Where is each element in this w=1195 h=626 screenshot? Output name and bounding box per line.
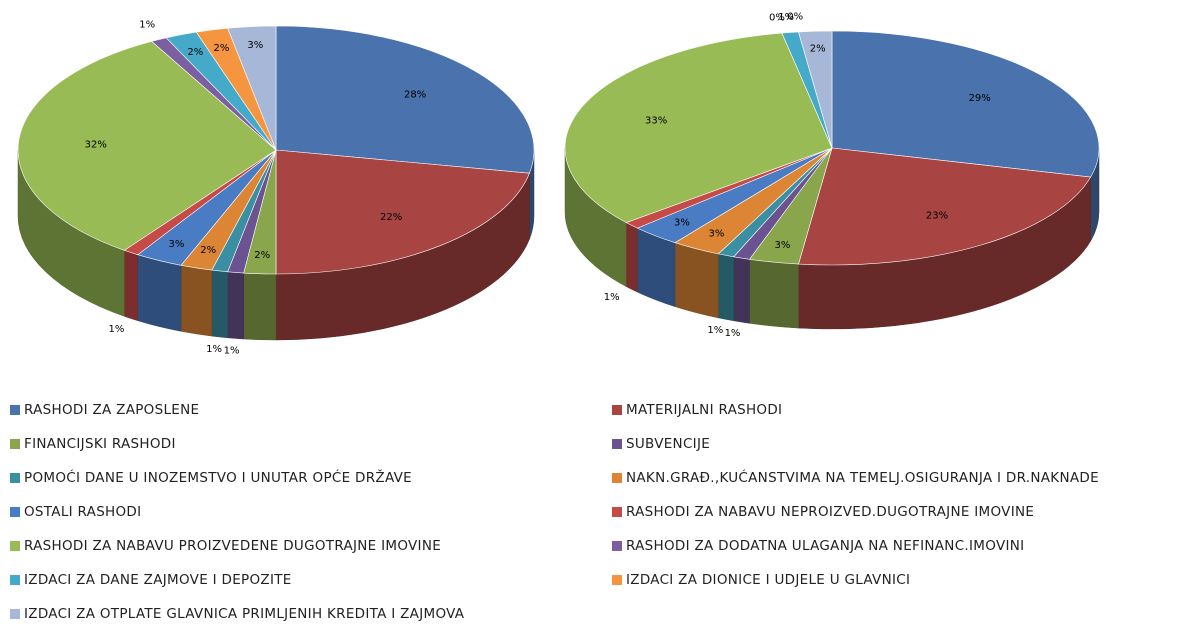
- legend-swatch: [10, 439, 20, 449]
- data-label: 1%: [224, 346, 240, 357]
- slice: [17, 41, 277, 251]
- legend-label: RASHODI ZA NABAVU NEPROIZVED.DUGOTRAJNE …: [626, 504, 1034, 520]
- legend-swatch: [612, 439, 622, 449]
- legend-swatch: [612, 405, 622, 415]
- data-label: 1%: [604, 292, 620, 303]
- slice-side: [749, 258, 799, 329]
- data-label: 0%: [787, 11, 803, 22]
- legend-label: NAKN.GRAĐ.,KUĆANSTVIMA NA TEMELJ.OSIGURA…: [626, 468, 1099, 486]
- legend-swatch: [612, 541, 622, 551]
- slice: [564, 32, 833, 223]
- slice: [831, 30, 1100, 178]
- data-label: 1%: [707, 325, 723, 336]
- data-label: 3%: [674, 218, 690, 229]
- data-label: 1%: [139, 19, 155, 30]
- slice-side: [211, 269, 228, 339]
- legend-swatch: [612, 575, 622, 585]
- data-label: 22%: [380, 212, 402, 223]
- data-label: 2%: [810, 44, 826, 55]
- legend-swatch: [612, 507, 622, 517]
- slice-side: [674, 242, 719, 319]
- legend-swatch: [10, 575, 20, 585]
- data-label: 2%: [200, 245, 216, 256]
- data-label: 33%: [645, 115, 667, 126]
- data-label: 2%: [187, 47, 203, 58]
- legend-label: RASHODI ZA NABAVU PROIZVEDENE DUGOTRAJNE…: [24, 538, 441, 554]
- legend-swatch: [10, 541, 20, 551]
- slice-side: [180, 264, 213, 337]
- data-label: 1%: [778, 12, 794, 23]
- slice-side: [227, 271, 244, 340]
- slice-side: [243, 272, 277, 341]
- legend-swatch: [10, 507, 20, 517]
- data-label: 2%: [214, 43, 230, 54]
- slice-side: [137, 254, 182, 332]
- legend-swatch: [10, 405, 20, 415]
- legend-label: OSTALI RASHODI: [24, 504, 141, 520]
- legend-label: IZDACI ZA DANE ZAJMOVE I DEPOZITE: [24, 572, 292, 588]
- data-label: 3%: [247, 40, 263, 51]
- legend-swatch: [10, 473, 20, 483]
- legend-label: IZDACI ZA DIONICE I UDJELE U GLAVNICI: [626, 572, 910, 588]
- slice: [275, 25, 535, 174]
- data-label: 23%: [926, 211, 948, 222]
- data-label: 3%: [709, 229, 725, 240]
- data-label: 28%: [404, 90, 426, 101]
- data-label: 1%: [725, 328, 741, 339]
- legend-label: MATERIJALNI RASHODI: [626, 402, 782, 418]
- data-label: 3%: [775, 240, 791, 251]
- legend-label: FINANCIJSKI RASHODI: [24, 436, 176, 452]
- data-label: 2%: [254, 250, 270, 261]
- legend-label: IZDACI ZA OTPLATE GLAVNICA PRIMLJENIH KR…: [24, 606, 465, 622]
- data-label: 1%: [206, 344, 222, 355]
- slice-side: [733, 256, 750, 324]
- legend-label: RASHODI ZA DODATNA ULAGANJA NA NEFINANC.…: [626, 538, 1024, 554]
- slice: [227, 25, 277, 151]
- legend-label: RASHODI ZA ZAPOSLENE: [24, 402, 199, 418]
- data-label: 29%: [969, 93, 991, 104]
- legend-swatch: [10, 609, 20, 619]
- slice: [798, 30, 833, 149]
- legend-swatch: [612, 473, 622, 483]
- data-label: 0%: [769, 13, 785, 24]
- slice: [798, 147, 1092, 266]
- data-label: 32%: [85, 140, 107, 151]
- data-label: 1%: [109, 324, 125, 335]
- data-label: 3%: [169, 239, 185, 250]
- legend-label: POMOĆI DANE U INOZEMSTVO I UNUTAR OPĆE D…: [24, 468, 412, 486]
- legend-label: SUBVENCIJE: [626, 436, 710, 452]
- slice-side: [718, 253, 734, 322]
- slice: [275, 149, 530, 275]
- slice-side: [626, 222, 638, 293]
- slice-side: [124, 249, 139, 322]
